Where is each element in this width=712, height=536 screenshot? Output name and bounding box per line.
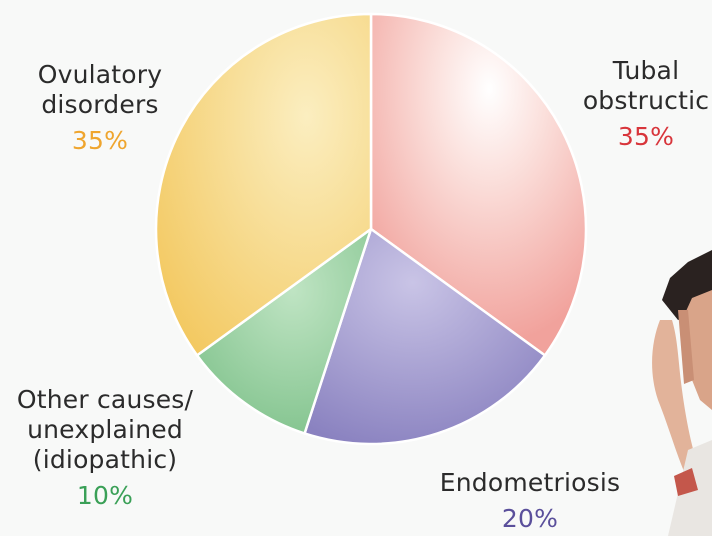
slice-percent-other-causes: 10%	[76, 481, 134, 510]
slice-other-causes	[195, 227, 373, 435]
slice-percent-endometriosis: 20%	[501, 504, 559, 533]
slice-endometriosis	[303, 227, 547, 446]
slice-percent-tubal-obstruction: 35%	[617, 122, 675, 151]
slice-label-endometriosis: Endometriosis 20%	[420, 468, 640, 534]
slice-percent-ovulatory-disorders: 35%	[71, 126, 129, 155]
slice-label-ovulatory-disorders: Ovulatory disorders 35%	[15, 60, 185, 156]
person-photo	[648, 250, 712, 536]
slice-label-other-causes: Other causes/ unexplained (idiopathic) 1…	[0, 385, 210, 511]
slice-ovulatory-disorders	[154, 12, 373, 357]
slice-tubal-obstruction	[369, 12, 588, 357]
slice-label-tubal-obstruction: Tubal obstructic 35%	[566, 56, 712, 152]
